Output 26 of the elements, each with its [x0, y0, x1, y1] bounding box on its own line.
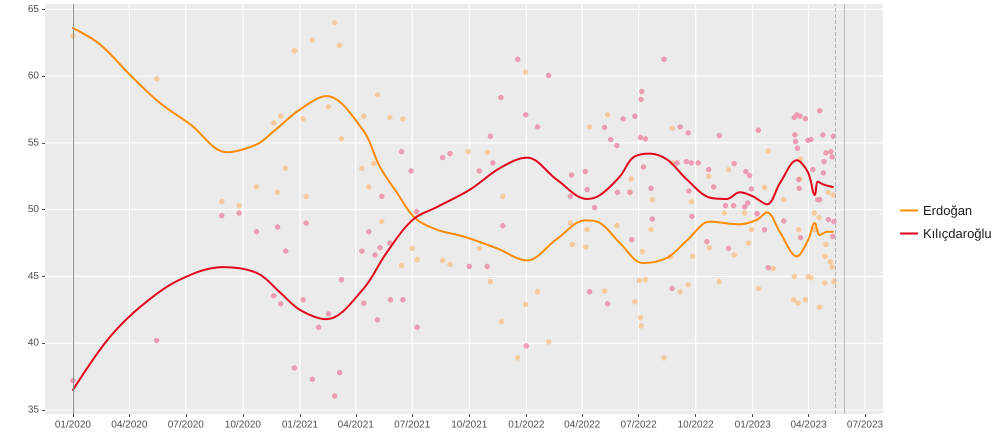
x-tick-label: 01/2021: [282, 420, 318, 430]
x-tick-label: 04/2020: [111, 420, 148, 430]
x-tick-label: 07/2020: [168, 420, 204, 430]
x-tick-label: 04/2023: [790, 420, 828, 430]
y-tick-label: 40: [28, 338, 40, 349]
x-tick-label: 01/2020: [54, 420, 92, 430]
x-tick-label: 04/2021: [338, 420, 374, 430]
y-tick-label: 45: [28, 270, 40, 282]
y-tick-label: 55: [28, 137, 40, 148]
x-tick-label: 10/2021: [451, 420, 488, 430]
line-series: [72, 152, 834, 391]
y-tick-label: 60: [28, 70, 40, 82]
y-tick-label: 65: [28, 4, 40, 15]
x-tick-label: 04/2022: [564, 420, 601, 430]
legend-label: Kılıçdaroğlu: [923, 226, 992, 241]
x-tick-label: 10/2022: [678, 420, 714, 430]
legend-label: Erdoğan: [923, 203, 972, 218]
x-tick-label: 10/2020: [224, 420, 262, 430]
y-tick-label: 35: [28, 404, 40, 416]
x-tick-label: 07/2021: [394, 420, 431, 430]
y-tick-label: 50: [28, 204, 40, 216]
x-tick-label: 07/2022: [620, 420, 658, 430]
x-tick-label: 01/2022: [508, 420, 545, 430]
x-tick-label: 07/2023: [846, 420, 884, 430]
x-tick-label: 01/2023: [734, 420, 772, 430]
line-series: [72, 27, 834, 264]
